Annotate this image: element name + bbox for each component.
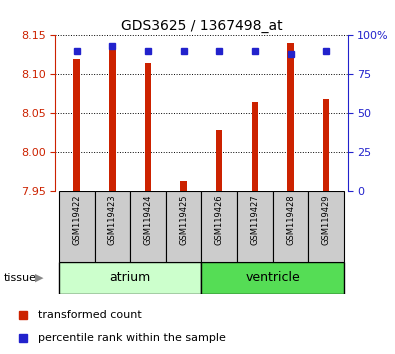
Bar: [130, 191, 166, 262]
Bar: [73, 59, 80, 191]
Text: tissue: tissue: [4, 273, 37, 283]
Bar: [216, 130, 222, 191]
Text: ventricle: ventricle: [245, 272, 300, 284]
Bar: [287, 43, 294, 191]
Bar: [273, 191, 308, 262]
Text: GSM119424: GSM119424: [143, 195, 152, 245]
Bar: [181, 181, 187, 191]
Bar: [109, 47, 116, 191]
Bar: [59, 191, 94, 262]
Text: GSM119425: GSM119425: [179, 195, 188, 245]
Bar: [308, 191, 344, 262]
Text: GSM119426: GSM119426: [215, 195, 224, 245]
Text: GSM119422: GSM119422: [72, 195, 81, 245]
Bar: [145, 63, 151, 191]
Text: GSM119423: GSM119423: [108, 195, 117, 245]
Text: atrium: atrium: [109, 272, 151, 284]
Bar: [166, 191, 201, 262]
Text: ▶: ▶: [35, 273, 44, 283]
Bar: [201, 191, 237, 262]
Text: GSM119427: GSM119427: [250, 195, 260, 245]
Bar: [94, 191, 130, 262]
Title: GDS3625 / 1367498_at: GDS3625 / 1367498_at: [120, 19, 282, 33]
Bar: [323, 99, 329, 191]
Text: percentile rank within the sample: percentile rank within the sample: [38, 333, 226, 343]
Text: GSM119428: GSM119428: [286, 195, 295, 245]
Text: transformed count: transformed count: [38, 310, 142, 320]
Bar: [252, 102, 258, 191]
Bar: [237, 191, 273, 262]
Text: GSM119429: GSM119429: [322, 195, 331, 245]
Bar: [59, 262, 201, 294]
Bar: [201, 262, 344, 294]
